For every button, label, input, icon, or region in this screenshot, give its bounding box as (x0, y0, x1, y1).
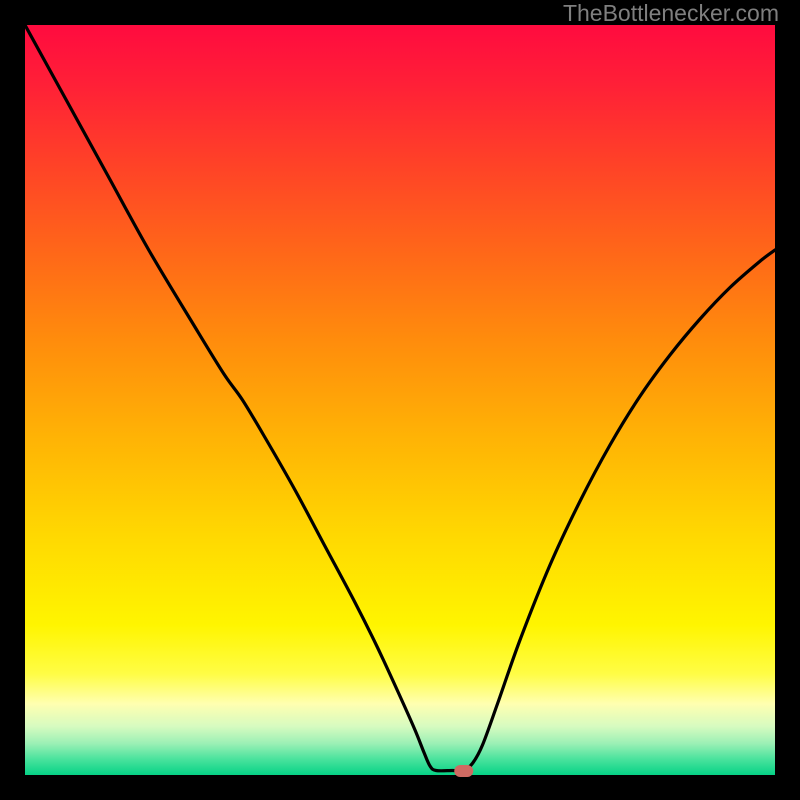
watermark-text: TheBottlenecker.com (563, 0, 779, 27)
chart-container: TheBottlenecker.com (0, 0, 800, 800)
optimum-marker (454, 765, 474, 777)
plot-area (25, 25, 775, 775)
bottleneck-curve (25, 25, 775, 775)
